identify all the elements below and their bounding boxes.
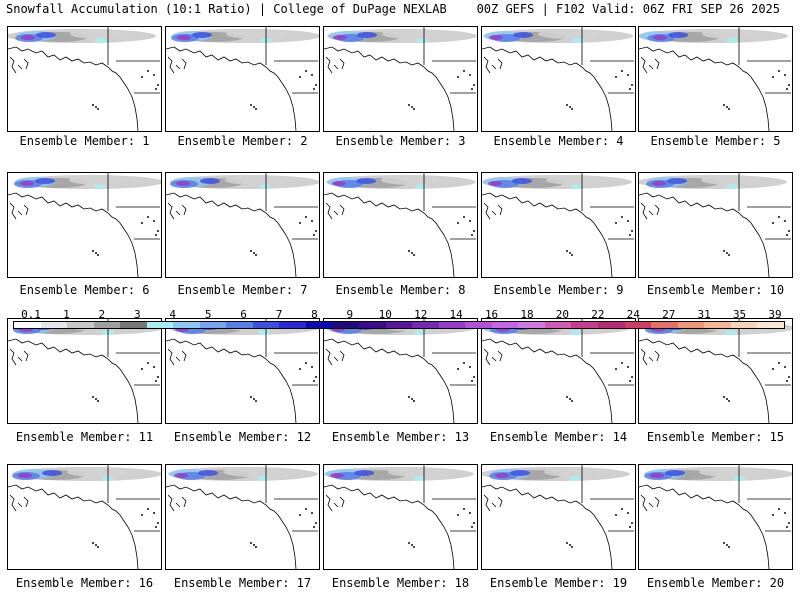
ensemble-member-label: Ensemble Member: 6 bbox=[19, 283, 150, 297]
ensemble-member-label: Ensemble Member: 17 bbox=[173, 576, 312, 590]
ensemble-member-map bbox=[481, 464, 636, 570]
ensemble-member-map bbox=[638, 318, 793, 424]
ensemble-member-map bbox=[165, 318, 320, 424]
ensemble-member-map bbox=[7, 464, 162, 570]
ensemble-member-label: Ensemble Member: 5 bbox=[650, 134, 781, 148]
ensemble-member-label: Ensemble Member: 8 bbox=[335, 283, 466, 297]
ensemble-member-map bbox=[7, 26, 162, 132]
legend-color-swatch bbox=[624, 322, 652, 328]
legend-color-swatch bbox=[226, 322, 253, 328]
legend-tick-label: 31 bbox=[697, 308, 711, 321]
ensemble-member-map bbox=[638, 26, 793, 132]
ensemble-member-label: Ensemble Member: 14 bbox=[489, 430, 628, 444]
legend-color-swatch bbox=[67, 322, 94, 328]
legend-tick-label: 4 bbox=[169, 308, 177, 321]
legend-tick-label: 27 bbox=[662, 308, 676, 321]
legend-color-swatch bbox=[757, 322, 784, 328]
legend-tick-label: 20 bbox=[555, 308, 570, 321]
ensemble-member-label: Ensemble Member: 12 bbox=[173, 430, 312, 444]
legend-color-swatch bbox=[359, 322, 386, 328]
legend-color-swatch bbox=[199, 322, 227, 328]
legend-tick-label: 6 bbox=[240, 308, 247, 321]
legend-color-swatch bbox=[571, 322, 599, 328]
legend-color-swatch bbox=[93, 322, 121, 328]
legend-color-swatch bbox=[598, 322, 625, 328]
ensemble-member-map bbox=[323, 464, 478, 570]
snowfall-legend: 0.1 1 2 3 4 5 6 7 8 9 10 12 14 16 18 20 22 24 27 31 35 39 bbox=[13, 308, 785, 329]
legend-color-swatch bbox=[730, 322, 758, 328]
legend-tick-label: 9 bbox=[346, 308, 354, 321]
legend-tick-label: 3 bbox=[133, 308, 141, 321]
ensemble-member-map bbox=[323, 26, 478, 132]
legend-color-swatch bbox=[438, 322, 466, 328]
legend-tick-label: 8 bbox=[311, 308, 318, 321]
ensemble-member-map bbox=[638, 172, 793, 278]
ensemble-member-map bbox=[165, 26, 320, 132]
map-title: Snowfall Accumulation (10:1 Ratio) | Col… bbox=[6, 2, 447, 16]
legend-tick-label: 7 bbox=[275, 308, 283, 321]
ensemble-member-label: Ensemble Member: 20 bbox=[646, 576, 785, 590]
legend-color-swatch bbox=[306, 322, 333, 328]
ensemble-member-label: Ensemble Member: 10 bbox=[646, 283, 785, 297]
ensemble-member-label: Ensemble Member: 11 bbox=[15, 430, 154, 444]
ensemble-member-label: Ensemble Member: 1 bbox=[19, 134, 150, 148]
legend-color-swatch bbox=[491, 322, 519, 328]
ensemble-member-label: Ensemble Member: 19 bbox=[489, 576, 628, 590]
legend-tick-label: 12 bbox=[414, 308, 428, 321]
legend-color-swatch bbox=[120, 322, 147, 328]
legend-tick-label: 10 bbox=[378, 308, 392, 321]
legend-color-swatch bbox=[146, 322, 174, 328]
ensemble-member-map bbox=[481, 172, 636, 278]
ensemble-member-map bbox=[638, 464, 793, 570]
ensemble-member-map bbox=[7, 172, 162, 278]
legend-color-swatch bbox=[14, 322, 41, 328]
ensemble-member-label: Ensemble Member: 13 bbox=[331, 430, 470, 444]
legend-color-swatch bbox=[677, 322, 705, 328]
legend-tick-label: 35 bbox=[732, 308, 747, 321]
legend-tick-label: 1 bbox=[63, 308, 70, 321]
ensemble-member-map bbox=[7, 318, 162, 424]
ensemble-member-label: Ensemble Member: 9 bbox=[493, 283, 624, 297]
legend-tick-label: 39 bbox=[768, 308, 782, 321]
ensemble-member-label: Ensemble Member: 2 bbox=[177, 134, 308, 148]
legend-tick-label: 14 bbox=[449, 308, 463, 321]
run-valid-time: 00Z GEFS | F102 Valid: 06Z FRI SEP 26 20… bbox=[476, 2, 780, 16]
legend-color-swatch bbox=[385, 322, 413, 328]
ensemble-member-label: Ensemble Member: 16 bbox=[15, 576, 154, 590]
ensemble-member-map bbox=[481, 318, 636, 424]
legend-tick-label: 2 bbox=[98, 308, 106, 321]
legend-tick-label: 0.1 bbox=[21, 308, 41, 321]
legend-tick-label: 24 bbox=[626, 308, 640, 321]
legend-tick-label: 16 bbox=[484, 308, 499, 321]
ensemble-member-map bbox=[323, 318, 478, 424]
legend-color-swatch bbox=[704, 322, 731, 328]
ensemble-member-label: Ensemble Member: 4 bbox=[493, 134, 624, 148]
legend-tick-label: 18 bbox=[520, 308, 534, 321]
legend-color-swatch bbox=[40, 322, 68, 328]
legend-color-swatch bbox=[279, 322, 307, 328]
ensemble-member-label: Ensemble Member: 7 bbox=[177, 283, 308, 297]
legend-color-swatch bbox=[518, 322, 545, 328]
ensemble-member-label: Ensemble Member: 15 bbox=[646, 430, 785, 444]
legend-color-swatch bbox=[412, 322, 439, 328]
legend-color-swatch bbox=[173, 322, 200, 328]
ensemble-member-map bbox=[165, 172, 320, 278]
ensemble-member-label: Ensemble Member: 18 bbox=[331, 576, 470, 590]
legend-tick-label: 5 bbox=[204, 308, 212, 321]
ensemble-member-map bbox=[165, 464, 320, 570]
legend-color-swatch bbox=[332, 322, 360, 328]
legend-color-swatch bbox=[252, 322, 280, 328]
legend-color-swatch bbox=[465, 322, 492, 328]
legend-color-swatch bbox=[651, 322, 678, 328]
ensemble-member-label: Ensemble Member: 3 bbox=[335, 134, 466, 148]
ensemble-member-map bbox=[481, 26, 636, 132]
legend-tick-label: 22 bbox=[591, 308, 605, 321]
ensemble-member-map bbox=[323, 172, 478, 278]
legend-color-swatch bbox=[544, 322, 572, 328]
